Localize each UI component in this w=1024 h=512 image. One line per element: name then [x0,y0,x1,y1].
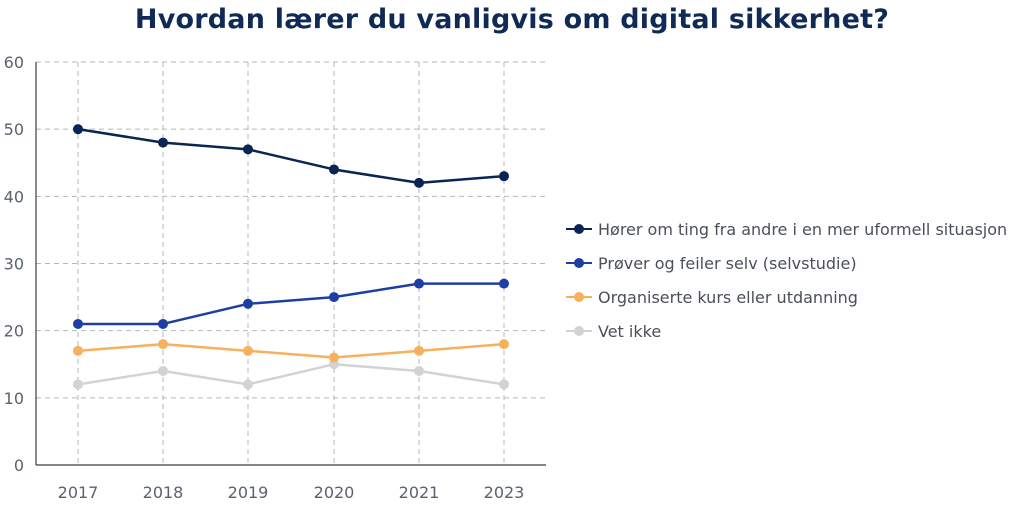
data-point [499,171,509,182]
data-point [414,345,424,356]
data-point [243,144,253,155]
data-point [158,365,168,376]
data-point [243,298,253,309]
data-point [73,318,83,329]
legend-marker [566,257,592,269]
y-tick-label: 40 [4,187,24,206]
chart-title: Hvordan lærer du vanligvis om digital si… [134,4,890,35]
data-point [158,137,168,148]
data-point [499,278,509,289]
y-tick-label: 20 [4,322,24,341]
series-1 [73,124,509,188]
data-point [329,352,339,363]
axes [35,62,546,466]
legend-label: Vet ikke [598,321,662,341]
legend-marker [566,291,592,303]
x-tick-label: 2021 [399,483,440,502]
data-point [499,379,509,390]
x-tick-label: 2017 [58,483,99,502]
legend: Hører om ting fra andre i en mer uformel… [566,212,1007,348]
data-point [158,339,168,350]
y-tick-label: 10 [4,389,24,408]
series-2 [73,278,509,329]
data-point [73,379,83,390]
tick-labels: 0 10 20 30 40 50 60 2017 2018 2019 2020 2021 2023 [4,53,525,502]
legend-item: Organiserte kurs eller utdanning [566,280,1007,314]
data-point [243,345,253,356]
series-layer [73,124,509,390]
series-line [77,363,505,386]
series-3 [73,339,509,363]
series-4 [73,359,509,390]
legend-label: Organiserte kurs eller utdanning [598,287,858,307]
y-tick-label: 0 [14,456,24,475]
legend-marker [566,325,592,337]
legend-item: Prøver og feiler selv (selvstudie) [566,246,1007,280]
data-point [73,345,83,356]
data-point [329,292,339,303]
legend-marker [566,223,592,235]
data-point [158,318,168,329]
y-tick-label: 60 [4,53,24,72]
gridlines [36,61,546,465]
x-tick-label: 2023 [484,483,525,502]
x-tick-label: 2018 [143,483,184,502]
y-tick-label: 50 [4,120,24,139]
y-tick-label: 30 [4,255,24,274]
series-line [78,282,504,326]
data-point [499,339,509,350]
data-point [414,278,424,289]
data-point [414,177,424,188]
series-line [77,342,505,359]
series-line [77,127,505,185]
data-point [73,124,83,135]
legend-item: Hører om ting fra andre i en mer uformel… [566,212,1007,246]
data-point [329,164,339,175]
x-tick-label: 2020 [314,483,355,502]
legend-label: Prøver og feiler selv (selvstudie) [598,253,857,273]
data-point [243,379,253,390]
legend-label: Hører om ting fra andre i en mer uformel… [598,219,1008,239]
data-point [414,365,424,376]
legend-item: Vet ikke [566,314,1007,348]
x-tick-label: 2019 [228,483,269,502]
